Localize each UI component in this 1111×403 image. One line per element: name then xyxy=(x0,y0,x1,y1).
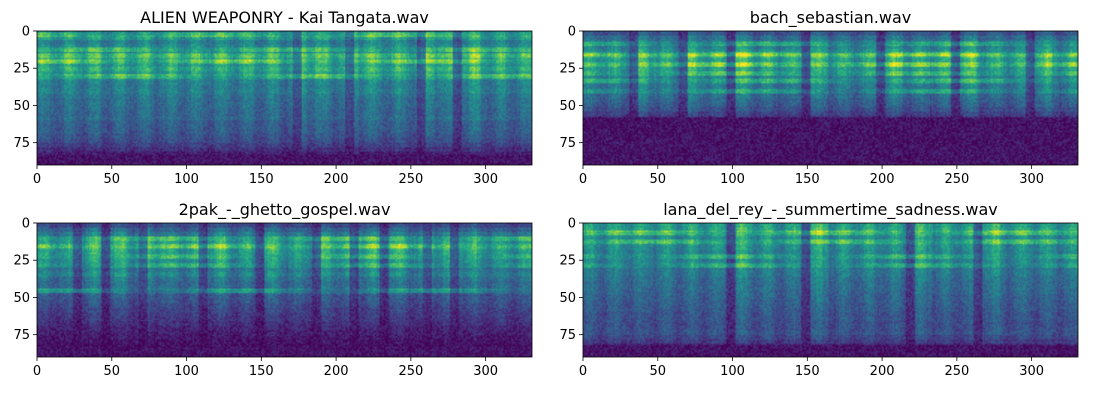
x-tick-label: 250 xyxy=(944,172,969,187)
y-tick-label: 25 xyxy=(13,62,30,77)
y-tick-label: 75 xyxy=(559,136,576,151)
x-tick-label: 100 xyxy=(174,172,199,187)
x-tick-label: 300 xyxy=(473,172,498,187)
axes-frame xyxy=(582,30,1079,166)
y-tick-label: 75 xyxy=(559,328,576,343)
x-tick-label: 50 xyxy=(650,364,667,379)
x-tick-label: 150 xyxy=(249,364,274,379)
spectrogram-panel-4: lana_del_rey_-_summertime_sadness.wav 0 50… xyxy=(559,200,1079,379)
spectrogram-image xyxy=(37,223,532,357)
x-tick-label: 250 xyxy=(944,364,969,379)
y-tick-label: 50 xyxy=(559,99,576,114)
x-tick-label: 50 xyxy=(103,364,120,379)
y-tick-label: 25 xyxy=(13,254,30,269)
x-tick-label: 200 xyxy=(324,172,349,187)
x-tick-label: 0 xyxy=(579,364,587,379)
axes-frame xyxy=(36,30,533,166)
panel-title: lana_del_rey_-_summertime_sadness.wav xyxy=(663,200,998,220)
spectrogram-panel-2: bach_sebastian.wav 0 50 100 150 200 250 300 0 25 5… xyxy=(559,8,1079,187)
x-tick-label: 250 xyxy=(398,172,423,187)
x-tick-label: 50 xyxy=(650,172,667,187)
spectrogram-panel-1: ALIEN WEAPONRY - Kai Tangata.wav 0 50 100 15… xyxy=(13,8,533,187)
panel-title: bach_sebastian.wav xyxy=(750,8,911,28)
x-tick-label: 300 xyxy=(1019,364,1044,379)
x-tick-label: 200 xyxy=(870,172,895,187)
y-tick-label: 25 xyxy=(559,62,576,77)
x-tick-label: 150 xyxy=(795,172,820,187)
y-tick-label: 50 xyxy=(559,291,576,306)
y-tick-label: 50 xyxy=(13,291,30,306)
x-tick-label: 150 xyxy=(249,172,274,187)
panel-title: 2pak_-_ghetto_gospel.wav xyxy=(179,200,391,220)
y-tick-label: 0 xyxy=(22,25,30,40)
axes-frame xyxy=(582,222,1079,358)
x-tick-label: 100 xyxy=(174,364,199,379)
x-tick-label: 0 xyxy=(33,172,41,187)
x-tick-label: 50 xyxy=(103,172,120,187)
x-tick-label: 100 xyxy=(720,364,745,379)
y-tick-label: 25 xyxy=(559,254,576,269)
x-tick-label: 100 xyxy=(720,172,745,187)
x-tick-label: 200 xyxy=(870,364,895,379)
spectrogram-image xyxy=(37,31,532,165)
y-tick-label: 50 xyxy=(13,99,30,114)
x-tick-label: 250 xyxy=(398,364,423,379)
panel-title: ALIEN WEAPONRY - Kai Tangata.wav xyxy=(140,8,429,27)
y-tick-label: 0 xyxy=(22,217,30,232)
x-tick-label: 200 xyxy=(324,364,349,379)
spectrogram-image xyxy=(583,223,1078,357)
x-tick-label: 150 xyxy=(795,364,820,379)
x-tick-label: 300 xyxy=(1019,172,1044,187)
axes-frame xyxy=(36,222,533,358)
x-tick-label: 0 xyxy=(33,364,41,379)
y-tick-label: 0 xyxy=(568,217,576,232)
x-tick-label: 0 xyxy=(579,172,587,187)
y-tick-label: 0 xyxy=(568,25,576,40)
x-tick-label: 300 xyxy=(473,364,498,379)
y-tick-label: 75 xyxy=(13,328,30,343)
spectrogram-image xyxy=(583,31,1078,165)
y-tick-label: 75 xyxy=(13,136,30,151)
